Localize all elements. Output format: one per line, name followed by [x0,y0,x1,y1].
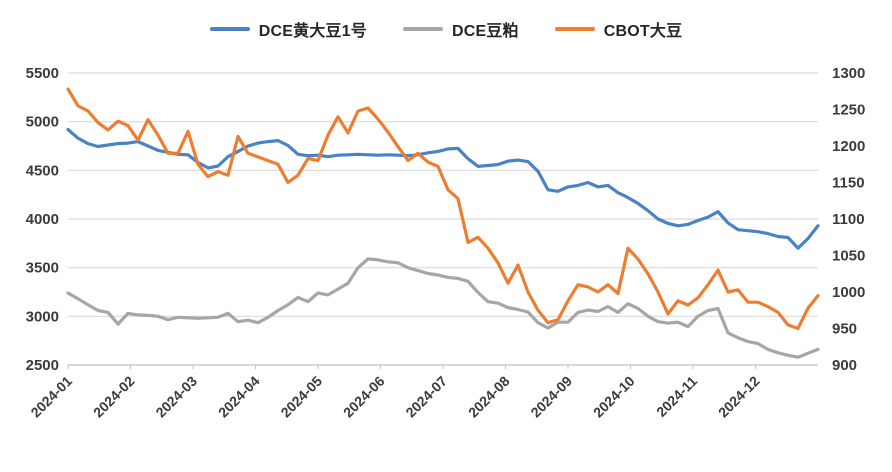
right-axis-tick-label: 1000 [832,284,865,301]
series-line-CBOT大豆 [66,87,820,331]
gridlines [67,72,818,369]
right-axis-tick-label: 1150 [832,175,865,192]
x-axis-tick-label: 2024-10 [590,373,638,421]
legend-line-swatch [209,27,250,31]
series-line-DCE豆粕 [66,257,820,359]
series-line-DCE黄大豆1号 [66,127,820,250]
left-axis-tick-label: 3000 [26,308,59,325]
right-axis-tick-label: 1300 [832,65,865,82]
x-axis-tick-label: 2024-03 [152,373,200,421]
x-axis-tick-label: 2024-12 [715,373,763,421]
right-axis-tick-label: 1050 [832,248,865,265]
x-axis-tick-label: 2024-08 [465,373,513,421]
x-axis-tick-label: 2024-06 [340,373,388,421]
x-axis-tick-label: 2024-02 [90,373,138,421]
right-axis-tick-label: 1200 [832,138,865,155]
legend-label: DCE豆粕 [451,23,519,40]
left-axis-tick-label: 5500 [26,65,59,82]
legend-item-DCE黄大豆1号: DCE黄大豆1号 [209,17,367,41]
legend-item-DCE豆粕: DCE豆粕 [402,17,519,41]
legend-label: DCE黄大豆1号 [258,23,367,40]
x-axis-tick-label: 2024-04 [215,373,263,421]
chart-legend: DCE黄大豆1号 DCE豆粕 CBOT大豆 [0,16,892,42]
right-axis-tick-label: 900 [832,357,857,374]
x-axis-tick-label: 2024-05 [277,373,325,421]
x-axis-tick-label: 2024-01 [27,373,75,421]
right-axis-tick-label: 1250 [832,102,865,119]
legend-line-swatch [402,27,443,31]
legend-line-swatch [554,27,595,31]
axis-labels: 5500 5000 4500 4000 3500 3000 2500 1300 1250 1200… [26,65,866,420]
left-axis-tick-label: 5000 [26,114,59,131]
legend-label: CBOT大豆 [603,23,683,40]
right-axis-tick-label: 1100 [832,211,865,228]
x-axis-tick-label: 2024-09 [527,373,575,421]
x-axis-tick-label: 2024-07 [402,373,450,421]
left-axis-tick-label: 4000 [26,211,59,228]
left-axis-tick-label: 3500 [26,260,59,277]
right-axis-tick-label: 950 [832,321,857,338]
x-axis-tick-label: 2024-11 [653,373,700,420]
legend-item-CBOT大豆: CBOT大豆 [554,17,683,41]
left-axis-tick-label: 2500 [26,357,59,374]
left-axis-tick-label: 4500 [26,162,59,179]
